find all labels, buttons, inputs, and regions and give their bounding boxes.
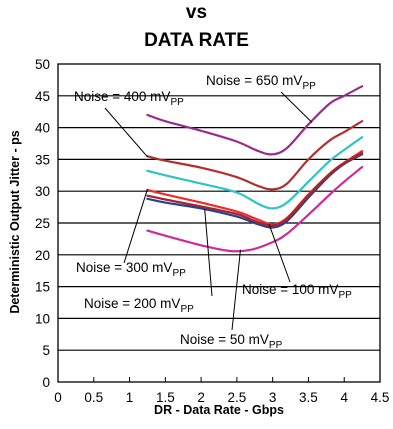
x-tick-label-8: 4 [340,390,348,405]
callout-text: Noise = 200 mV [84,296,180,311]
callout-leader-3 [205,209,212,296]
callout-subscript: PP [302,81,316,92]
y-tick-label-0: 0 [42,375,50,390]
y-tick-label-1: 5 [42,343,50,358]
callout-subscript: PP [269,340,283,351]
y-tick-label-3: 15 [35,280,50,295]
callout-subscript: PP [180,304,194,315]
callout-text: Noise = 300 mV [76,260,172,275]
y-tick-label-6: 30 [35,184,50,199]
callout-label-3: Noise = 200 mVPP [84,296,194,315]
callout-label-4: Noise = 100 mVPP [242,282,352,301]
callout-text: Noise = 50 mV [180,332,269,347]
callout-leader-0 [281,92,312,123]
x-axis-label: DR - Data Rate - Gbps [154,403,284,417]
y-axis-label: Deterministic Output Jitter - ps [8,130,22,313]
callout-text: Noise = 100 mV [242,282,338,297]
callout-text: Noise = 650 mV [206,73,302,88]
callout-subscript: PP [172,268,186,279]
y-tick-label-2: 10 [35,311,50,326]
series-lines [147,86,362,251]
y-tick-label-5: 25 [35,216,50,231]
callout-label-0: Noise = 650 mVPP [206,73,316,92]
callout-leader-1 [105,108,147,157]
x-tick-label-9: 4.5 [371,390,390,405]
y-tick-label-4: 20 [35,248,50,263]
x-tick-label-7: 3.5 [299,390,318,405]
callout-label-5: Noise = 50 mVPP [180,332,283,351]
callout-subscript: PP [338,290,352,301]
callout-subscript: PP [170,97,184,108]
callout-label-2: Noise = 300 mVPP [76,260,186,279]
y-tick-label-8: 40 [35,121,50,136]
y-tick-label-9: 45 [35,89,50,104]
callout-label-1: Noise = 400 mVPP [74,89,184,108]
x-tick-label-1: 0.5 [84,390,103,405]
y-tick-label-10: 50 [35,57,50,72]
callout-leader-2 [124,189,147,263]
x-tick-label-2: 1 [126,390,134,405]
callout-text: Noise = 400 mV [74,89,170,104]
grid-lines [58,96,380,350]
x-tick-label-0: 0 [54,390,62,405]
y-tick-label-7: 35 [35,152,50,167]
